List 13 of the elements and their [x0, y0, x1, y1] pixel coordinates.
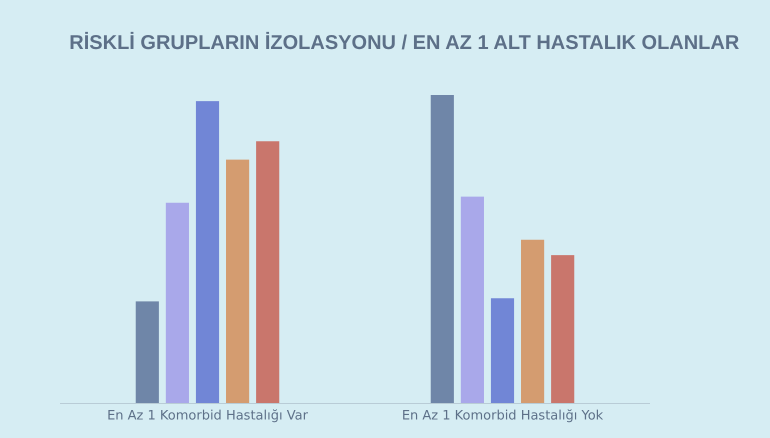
- bar: [196, 101, 220, 403]
- bar: [551, 255, 574, 403]
- x-tick-label: En Az 1 Komorbid Hastalığı Var: [107, 408, 309, 424]
- bar: [166, 202, 189, 403]
- bar: [136, 301, 159, 403]
- bar: [226, 160, 250, 403]
- bar: [460, 196, 484, 403]
- bar: [490, 298, 514, 403]
- bar: [430, 95, 454, 403]
- x-tick-label: En Az 1 Komorbid Hastalığı Yok: [402, 408, 604, 424]
- bar: [521, 240, 544, 403]
- chart-title: RİSKLİ GRUPLARIN İZOLASYONU / EN AZ 1 ALT HASTALIK OLANLAR: [69, 31, 740, 54]
- bar: [256, 141, 280, 403]
